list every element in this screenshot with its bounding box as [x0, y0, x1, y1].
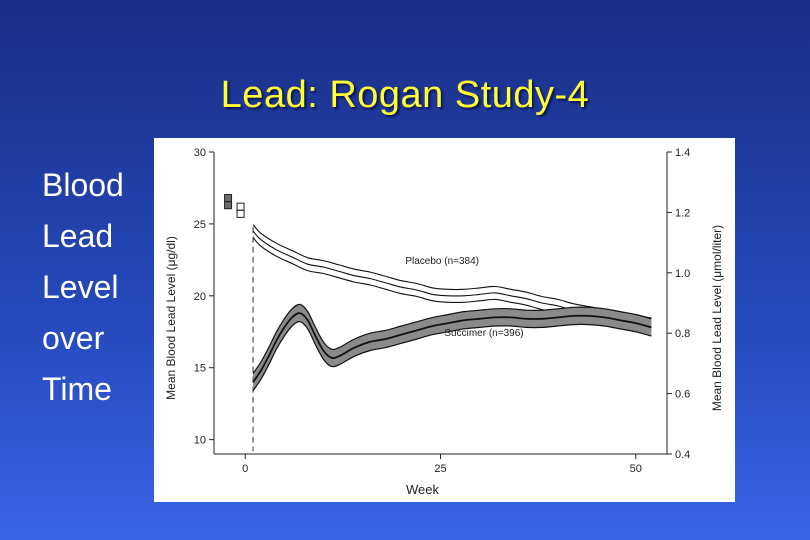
succimer-baseline-marker — [224, 194, 233, 203]
side-label-word: Time — [42, 371, 112, 407]
succimer-mean-line — [252, 312, 652, 383]
x-axis-label: Week — [406, 482, 439, 497]
y-tick-label: 10 — [194, 435, 206, 447]
y-axis-label: Mean Blood Lead Level (μg/dl) — [164, 236, 178, 400]
y2-tick-label: 0.6 — [675, 389, 690, 401]
y-tick-label: 30 — [194, 147, 206, 159]
placebo-upper-line — [252, 224, 652, 319]
x-tick-label: 50 — [630, 463, 642, 475]
blood-lead-chart: 10 15 20 25 30 0.4 0.6 0.8 1.0 1.2 1.4 0 25 50 Week Mea… — [164, 147, 724, 497]
y2-tick-label: 0.8 — [675, 328, 690, 340]
y2-tick-label: 1.0 — [675, 268, 690, 280]
succimer-baseline-marker — [224, 201, 233, 210]
placebo-label: Placebo (n=384) — [405, 256, 479, 267]
x-tick-label: 0 — [242, 463, 248, 475]
placebo-baseline-marker — [236, 202, 245, 211]
x-tick-label: 25 — [434, 463, 446, 475]
side-label-list: Blood Lead Level over Time — [42, 160, 124, 415]
y2-tick-label: 1.2 — [675, 207, 690, 219]
succimer-label: Succimer (n=396) — [444, 328, 523, 339]
y2-tick-label: 0.4 — [675, 449, 690, 461]
y-tick-label: 15 — [194, 363, 206, 375]
side-label-word: Level — [42, 269, 119, 305]
y2-tick-label: 1.4 — [675, 147, 690, 159]
side-label-word: Blood — [42, 167, 124, 203]
y-tick-label: 25 — [194, 219, 206, 231]
succimer-confidence-band — [253, 304, 652, 391]
y2-axis-label: Mean Blood Lead Level (μmol/liter) — [710, 225, 724, 411]
placebo-baseline-marker — [236, 209, 245, 218]
side-label-word: over — [42, 320, 105, 356]
y-tick-label: 20 — [194, 291, 206, 303]
succimer-lower-line — [252, 321, 652, 392]
slide-title: Lead: Rogan Study-4 — [220, 74, 590, 116]
chart-panel: 10 15 20 25 30 0.4 0.6 0.8 1.0 1.2 1.4 0 25 50 Week Mea… — [154, 138, 735, 502]
side-label-word: Lead — [42, 218, 114, 254]
succimer-upper-line — [252, 303, 652, 374]
